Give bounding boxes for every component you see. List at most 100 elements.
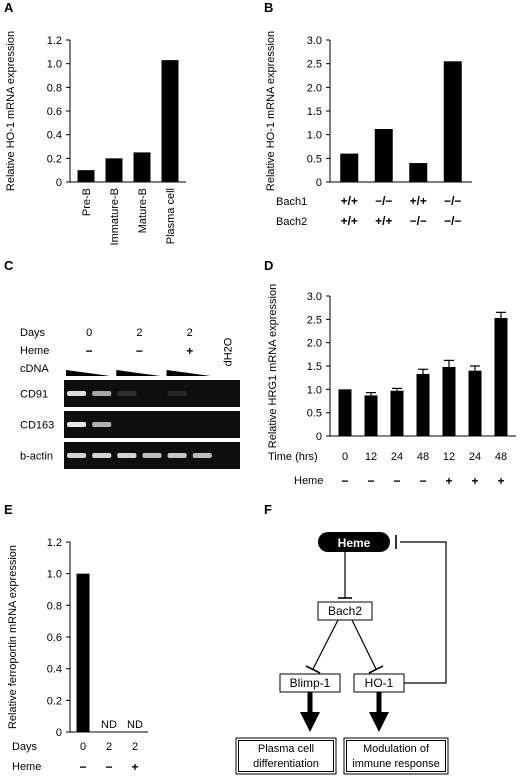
y-tick-label: 3.0 (307, 291, 322, 303)
chart-b: 0 0.5 1.0 1.5 2.0 2.5 3.0 Relative HO-1 mRNA ex… (265, 31, 472, 228)
heme-node-label: Heme (338, 536, 371, 550)
water-control-label: dH2O (222, 337, 234, 366)
y-tick-label: 2.5 (307, 314, 322, 326)
panel-letter-e: E (4, 502, 13, 517)
bar (338, 389, 352, 436)
panel-letter-f: F (264, 502, 272, 517)
gel-band (142, 453, 162, 458)
row2-label: Heme (12, 761, 41, 773)
heme-label: Heme (20, 345, 49, 357)
row1-label: Time (hrs) (268, 451, 318, 463)
gel-row-label: b-actin (20, 451, 53, 463)
immune-outcome-line1: Modulation of (363, 743, 430, 755)
y-tick-label: 2.0 (307, 338, 322, 350)
y-tick-label: 2.0 (307, 82, 322, 94)
y-tick-label: 1.0 (47, 59, 62, 71)
plasma-outcome-line2: differentiation (253, 758, 319, 770)
heme-value: + (497, 474, 504, 488)
y-tick-label: 0 (56, 727, 62, 739)
ho1-node-label: HO-1 (365, 676, 394, 690)
y-tick-label: 1.5 (307, 106, 322, 118)
gel-band (117, 391, 137, 396)
days-label: Days (20, 327, 46, 339)
gel-band (92, 422, 112, 427)
y-tick-label: 1.0 (47, 569, 62, 581)
y-tick-label: 2.5 (307, 59, 322, 71)
value-label: ND (101, 719, 117, 731)
bach2-node-label: Bach2 (328, 604, 362, 618)
immune-outcome-line2: immune response (352, 758, 439, 770)
genotype-value: −/− (444, 194, 461, 208)
y-tick-label: 0.5 (307, 408, 322, 420)
panel-f-diagram: Heme Bach2 Blimp-1 HO-1 Plasma cell diff… (235, 532, 449, 775)
heme-value: − (341, 474, 348, 488)
cdna-dilution-wedge (66, 370, 111, 376)
heme-value: − (79, 760, 86, 774)
gel-row-label: CD91 (20, 389, 48, 401)
y-axis-label: Relative HO-1 mRNA expression (5, 31, 17, 191)
y-tick-label: 0.2 (47, 695, 62, 707)
genotype-value: +/+ (341, 194, 358, 208)
bar (76, 573, 90, 732)
genotype-row-label: Bach2 (276, 216, 307, 228)
y-tick-label: 0.5 (307, 153, 322, 165)
y-tick-label: 1.0 (307, 130, 322, 142)
chart-a: 0 0.2 0.4 0.6 0.8 1.0 1.2 Relative HO-1 mRNA ex… (5, 31, 186, 245)
gel-band (117, 453, 137, 458)
bar (494, 317, 508, 436)
days-value: 2 (106, 741, 112, 753)
gel-band (67, 453, 87, 458)
bar (468, 370, 482, 436)
heme-value: + (445, 474, 452, 488)
bar (161, 60, 179, 182)
chart-d: 0 0.5 1.0 1.5 2.0 2.5 3.0 Relative HRG1 mRNA ex… (267, 284, 516, 488)
y-tick-label: 3.0 (307, 35, 322, 47)
y-tick-label: 0.4 (47, 130, 62, 142)
y-axis-label: Relative ferroportin mRNA expression (7, 545, 19, 729)
genotype-value: −/− (410, 214, 427, 228)
row1-label: Days (12, 741, 38, 753)
days-value: 0 (86, 327, 92, 339)
y-tick-label: 1.2 (47, 35, 62, 47)
cdna-dilution-wedge (116, 370, 161, 376)
days-value: 0 (80, 741, 86, 753)
gel-band (167, 391, 187, 396)
heme-value: − (136, 344, 143, 358)
gel-band (67, 422, 87, 427)
heme-value: − (419, 474, 426, 488)
time-value: 0 (342, 451, 348, 463)
days-value: 2 (187, 327, 193, 339)
panel-letter-b: B (264, 0, 273, 15)
genotype-row-label: Bach1 (276, 196, 307, 208)
heme-value: − (86, 344, 93, 358)
x-category-label: Mature-B (137, 188, 149, 233)
y-tick-label: 0 (316, 431, 322, 443)
gel-band (92, 391, 112, 396)
genotype-value: +/+ (341, 214, 358, 228)
bar (390, 390, 404, 436)
time-value: 24 (469, 451, 481, 463)
x-category-label: Immature-B (109, 188, 121, 245)
days-value: 2 (136, 327, 142, 339)
heme-value: + (131, 760, 138, 774)
y-tick-label: 0.8 (47, 600, 62, 612)
y-tick-label: 0.4 (47, 664, 62, 676)
gel-strip (64, 411, 240, 438)
genotype-value: +/+ (375, 214, 392, 228)
y-tick-label: 1.5 (307, 361, 322, 373)
heme-value: + (471, 474, 478, 488)
time-value: 12 (443, 451, 455, 463)
gel-strip (64, 380, 240, 407)
plasma-outcome-box (235, 737, 337, 775)
bar (364, 395, 378, 436)
y-tick-label: 0 (316, 177, 322, 189)
bar (340, 153, 359, 182)
time-value: 48 (417, 451, 429, 463)
panel-c-gel: Days Heme cDNA 0 2 2 − − + dH2O CD91 CD163 b-actin (20, 327, 240, 469)
days-value: 2 (132, 741, 138, 753)
genotype-value: −/− (375, 194, 392, 208)
bar (409, 163, 428, 182)
y-tick-label: 0.2 (47, 153, 62, 165)
panel-letter-a: A (4, 0, 14, 15)
